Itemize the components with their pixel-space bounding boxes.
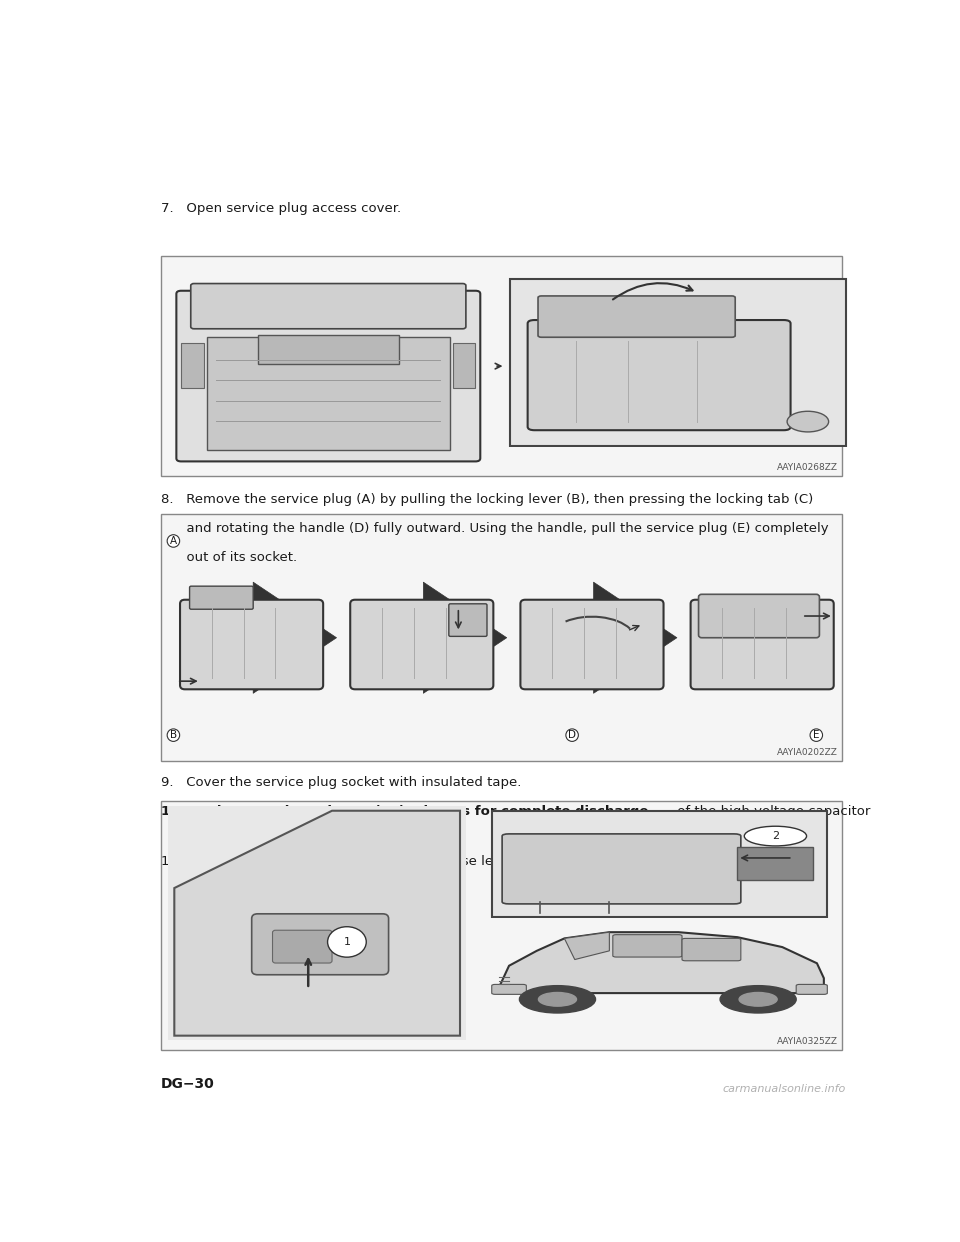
Text: C: C: [453, 630, 461, 640]
Text: out of its socket.: out of its socket.: [161, 550, 297, 564]
Text: 9.   Cover the service plug socket with insulated tape.: 9. Cover the service plug socket with in…: [161, 776, 521, 790]
Text: 11.   Pull release handle (1) and pull up release lever (2) to open hood.: 11. Pull release handle (1) and pull up …: [161, 854, 635, 868]
Text: E: E: [813, 730, 820, 740]
Text: carmanualsonline.info: carmanualsonline.info: [722, 1084, 846, 1094]
Text: AAYIA0268ZZ: AAYIA0268ZZ: [777, 463, 838, 472]
Text: 8.   Remove the service plug (A) by pulling the locking lever (B), then pressing: 8. Remove the service plug (A) by pullin…: [161, 493, 813, 507]
Text: DG−30: DG−30: [161, 1077, 215, 1090]
Bar: [161, 801, 842, 1049]
Text: D: D: [568, 730, 576, 740]
Text: of the high voltage capacitor: of the high voltage capacitor: [673, 805, 870, 818]
Bar: [161, 256, 842, 476]
Text: B: B: [170, 730, 177, 740]
Text: and rotating the handle (D) fully outward. Using the handle, pull the service pl: and rotating the handle (D) fully outwar…: [161, 522, 828, 535]
Text: 7.   Open service plug access cover.: 7. Open service plug access cover.: [161, 201, 401, 215]
Bar: [161, 514, 842, 761]
Text: 10.  Wait approximately ten (10) minutes for complete discharge: 10. Wait approximately ten (10) minutes …: [161, 805, 648, 818]
Text: after the service plug has been removed.: after the service plug has been removed.: [161, 830, 463, 843]
Text: AAYIA0325ZZ: AAYIA0325ZZ: [777, 1037, 838, 1046]
Text: AAYIA0202ZZ: AAYIA0202ZZ: [777, 748, 838, 758]
Text: A: A: [170, 537, 177, 546]
